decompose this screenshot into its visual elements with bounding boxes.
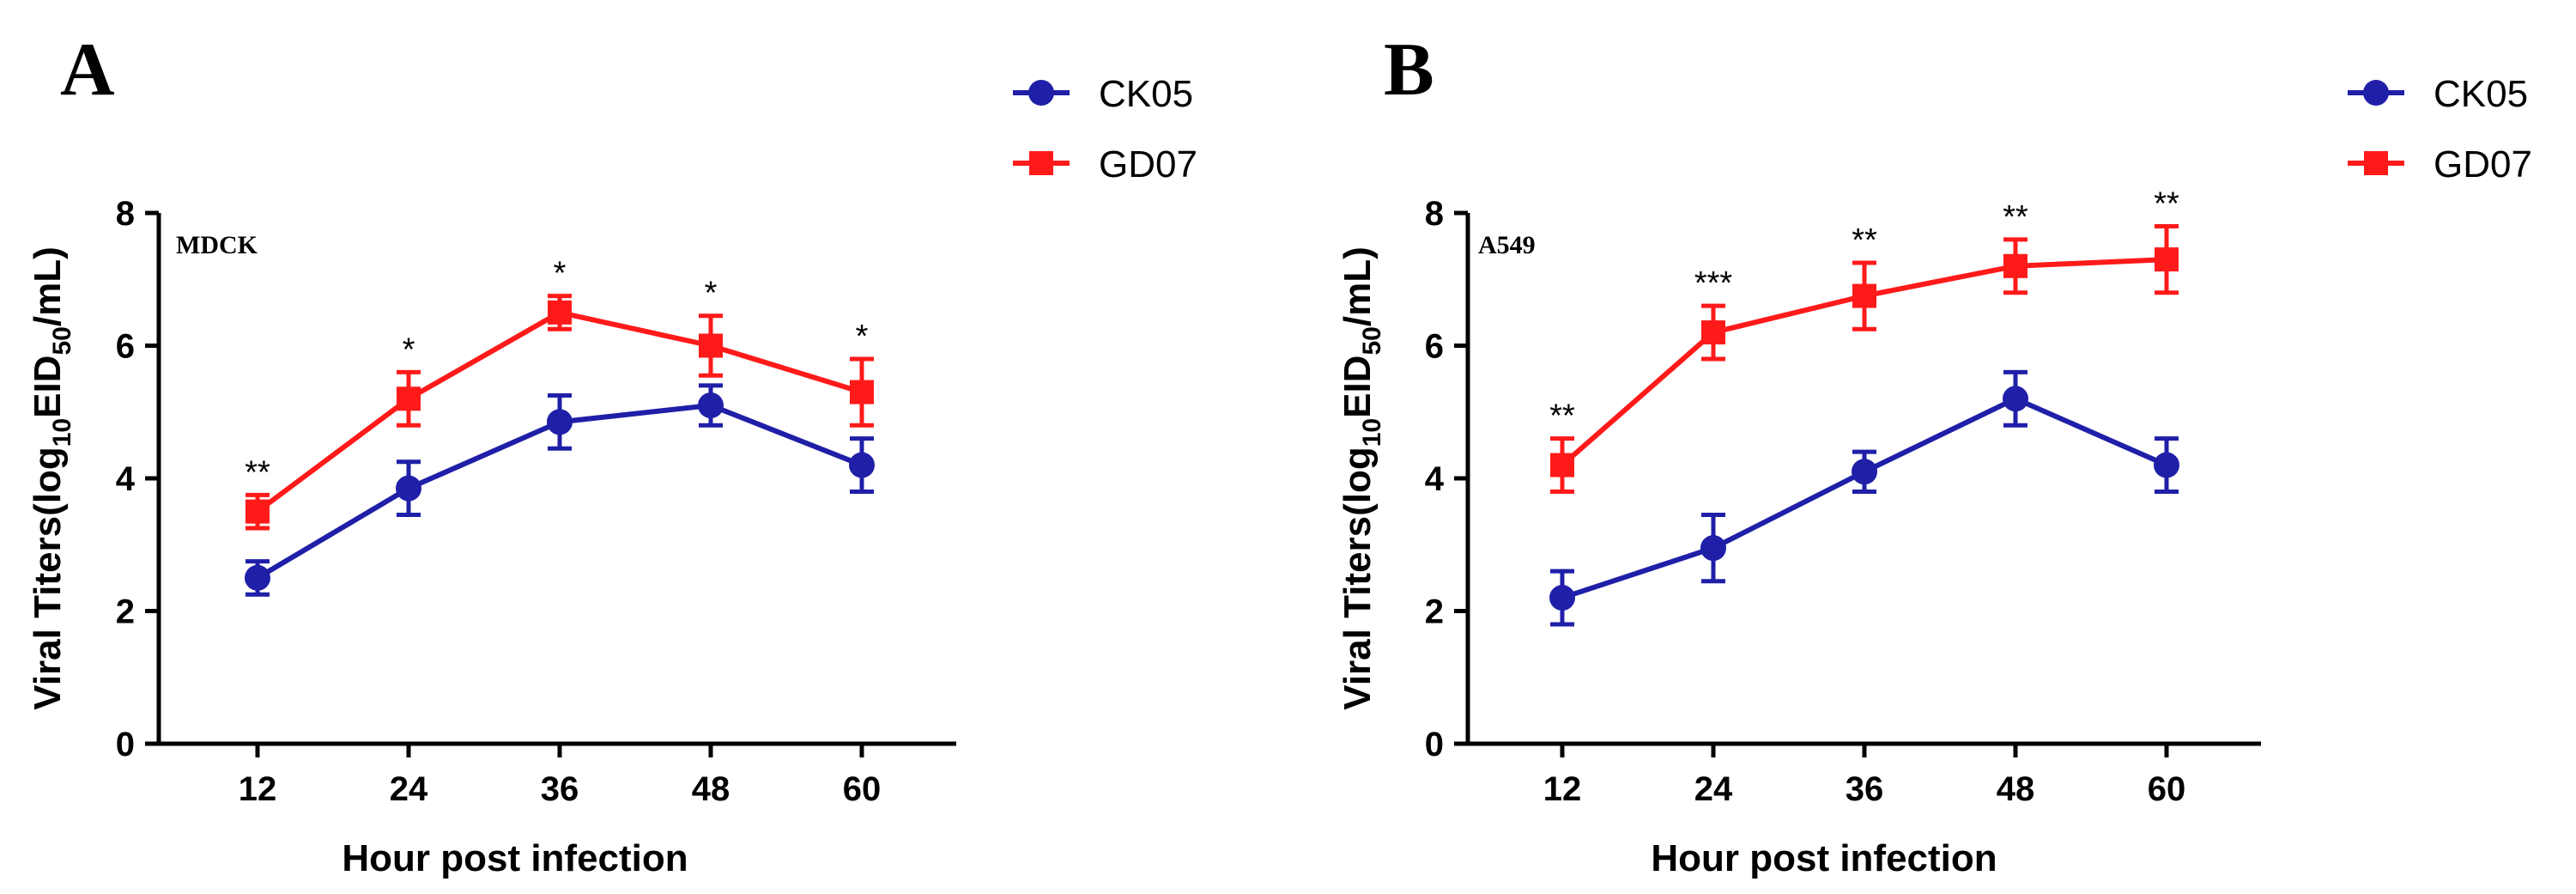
legend-marker bbox=[1028, 80, 1054, 106]
legend-label: GD07 bbox=[1099, 143, 1197, 185]
data-point bbox=[397, 386, 421, 411]
y-axis-title: Viral Titers(log10EID50/mL) bbox=[27, 246, 76, 709]
x-tick-label: 24 bbox=[1694, 770, 1733, 808]
significance-marker: * bbox=[705, 276, 718, 312]
significance-marker: *** bbox=[1694, 265, 1733, 301]
data-point bbox=[548, 300, 572, 325]
legend: CK05 GD07 bbox=[2348, 73, 2532, 185]
data-point bbox=[1701, 320, 1725, 345]
significance-marker: ** bbox=[1852, 222, 1877, 258]
legend-label: GD07 bbox=[2434, 143, 2532, 185]
significance-marker: * bbox=[554, 256, 567, 292]
significance-marker: ** bbox=[1549, 398, 1575, 435]
x-tick-label: 60 bbox=[843, 770, 882, 808]
y-tick-label: 4 bbox=[1425, 460, 1445, 498]
data-point bbox=[2003, 386, 2028, 412]
y-tick-label: 0 bbox=[1425, 726, 1444, 763]
cell-line-label: MDCK bbox=[176, 231, 258, 259]
data-point bbox=[2154, 452, 2179, 478]
x-tick-label: 36 bbox=[541, 770, 579, 808]
y-axis-title-part: Viral Titers(log bbox=[1336, 447, 1379, 709]
y-tick-label: 2 bbox=[116, 593, 135, 631]
significance-marker: ** bbox=[2154, 185, 2179, 222]
significance-marker: ** bbox=[245, 454, 270, 490]
data-point bbox=[547, 409, 573, 435]
y-tick-label: 8 bbox=[1425, 195, 1444, 233]
x-tick-label: 36 bbox=[1846, 770, 1884, 808]
y-tick-label: 8 bbox=[116, 195, 135, 233]
legend: CK05 GD07 bbox=[1013, 73, 1197, 185]
x-tick-label: 48 bbox=[692, 770, 730, 808]
panel-letter: B bbox=[1384, 28, 1434, 112]
x-axis-title: Hour post infection bbox=[342, 837, 688, 879]
data-point bbox=[396, 475, 421, 502]
data-point bbox=[1700, 535, 1726, 562]
panel-letter: A bbox=[60, 28, 115, 112]
x-tick-label: 60 bbox=[2148, 770, 2186, 808]
series-line bbox=[1561, 395, 2168, 600]
y-tick-label: 6 bbox=[116, 328, 135, 366]
data-point bbox=[2155, 247, 2179, 272]
series-gd07 bbox=[245, 294, 874, 531]
x-axis-title: Hour post infection bbox=[1651, 837, 1997, 879]
data-point bbox=[2003, 253, 2027, 278]
y-tick-label: 2 bbox=[1425, 593, 1444, 631]
x-tick-label: 12 bbox=[1543, 770, 1582, 808]
data-point bbox=[850, 380, 874, 404]
y-axis-title-subscript: 10 bbox=[1358, 418, 1386, 447]
data-point bbox=[1852, 283, 1876, 308]
y-axis-title-part: EID bbox=[27, 356, 69, 418]
data-point bbox=[1550, 453, 1574, 477]
data-point bbox=[699, 333, 723, 358]
legend-marker bbox=[1029, 151, 1053, 175]
y-axis-title-subscript: 50 bbox=[48, 326, 76, 355]
legend-marker bbox=[2364, 151, 2388, 175]
data-point bbox=[1549, 585, 1575, 611]
x-tick-label: 48 bbox=[1997, 770, 2035, 808]
significance-marker: ** bbox=[2003, 199, 2028, 235]
x-tick-label: 24 bbox=[390, 770, 428, 808]
series-gd07 bbox=[1550, 223, 2179, 494]
y-axis-title-part: /mL) bbox=[27, 246, 69, 326]
y-axis-title-part: /mL) bbox=[1336, 246, 1379, 326]
y-axis-title-subscript: 10 bbox=[48, 418, 76, 447]
y-tick-label: 0 bbox=[116, 726, 135, 763]
series-ck05 bbox=[1549, 369, 2179, 627]
y-axis-title-part: EID bbox=[1336, 356, 1379, 418]
data-point bbox=[698, 392, 724, 419]
cell-line-label: A549 bbox=[1478, 231, 1536, 259]
series-ck05 bbox=[245, 383, 875, 597]
legend-label: CK05 bbox=[1099, 73, 1193, 115]
significance-marker: * bbox=[856, 319, 869, 355]
y-tick-label: 6 bbox=[1425, 328, 1444, 366]
x-tick-label: 12 bbox=[239, 770, 277, 808]
data-point bbox=[245, 564, 270, 591]
y-axis-title-subscript: 50 bbox=[1358, 326, 1386, 355]
legend-marker bbox=[2363, 80, 2389, 106]
significance-marker: * bbox=[403, 331, 415, 368]
y-axis-title: Viral Titers(log10EID50/mL) bbox=[1336, 246, 1386, 709]
data-point bbox=[849, 452, 875, 478]
legend-label: CK05 bbox=[2434, 73, 2528, 115]
data-point bbox=[1852, 459, 1877, 485]
y-tick-label: 4 bbox=[116, 460, 136, 498]
y-axis-title-part: Viral Titers(log bbox=[27, 447, 69, 709]
data-point bbox=[245, 499, 270, 524]
